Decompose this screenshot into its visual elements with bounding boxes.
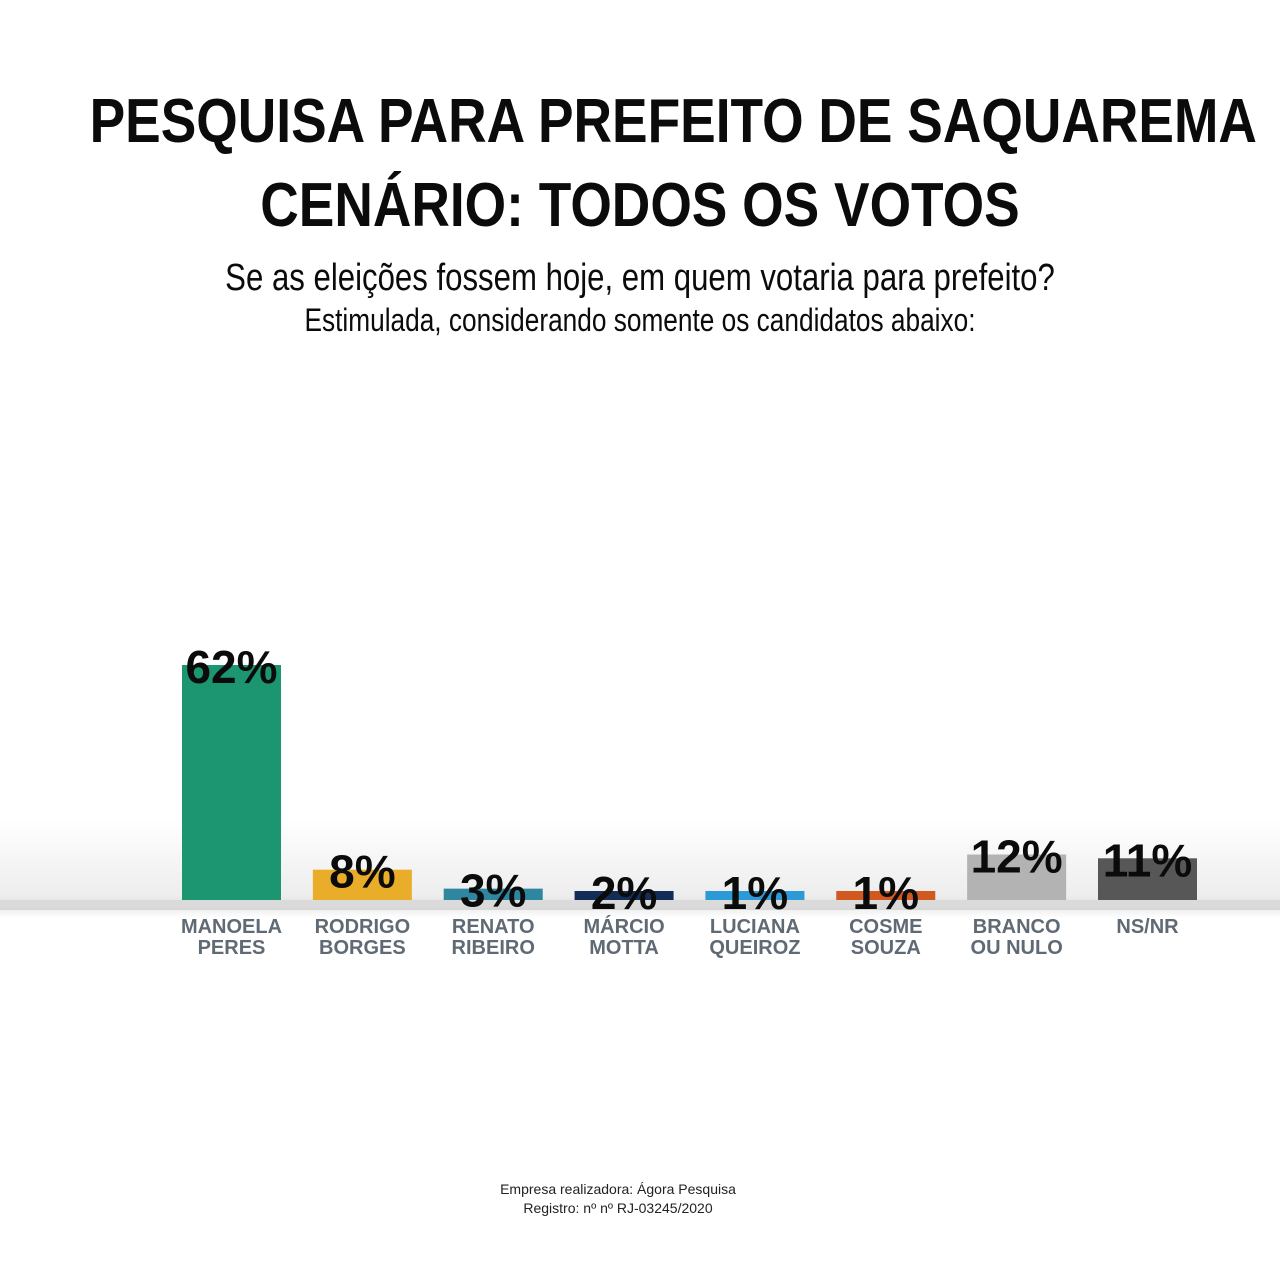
category-label-0-0: MANOELA [181,916,282,938]
category-label-5-1: SOUZA [851,937,921,959]
chart-footer: Empresa realizadora: Ágora Pesquisa Regi… [0,1180,1236,1218]
category-label-6-0: BRANCO [973,916,1061,938]
bar-7 [1098,858,1197,900]
bar-3 [574,891,674,900]
bar-2 [443,888,543,900]
bar-value-label-7: 11% [1103,834,1193,886]
bar-1 [312,869,412,900]
category-label-7-0: NS/NR [1116,916,1179,938]
category-label-4-1: QUEIROZ [709,937,800,959]
bar-value-label-4: 1% [722,867,788,919]
chart-subtitle: CENÁRIO: TODOS OS VOTOS [260,171,1020,240]
chart-header: PESQUISA PARA PREFEITO DE SAQUAREMA CENÁ… [0,80,1280,340]
baseline-shadow-below [0,900,1280,918]
category-label-2-0: RENATO [452,916,535,938]
category-label-2-1: RIBEIRO [452,937,535,959]
category-label-5-0: COSME [849,916,922,938]
bar-value-label-1: 8% [329,846,395,898]
category-label-3-1: MOTTA [589,937,659,959]
bar-value-label-5: 1% [853,867,919,919]
footer-registry: Registro: nº nº RJ-03245/2020 [523,1200,713,1216]
category-label-3-0: MÁRCIO [584,915,665,938]
category-label-1-1: BORGES [319,937,406,959]
bar-value-label-3: 2% [591,867,657,919]
footer-company: Empresa realizadora: Ágora Pesquisa [500,1181,736,1197]
bar-6 [967,854,1067,900]
category-label-6-1: OU NULO [971,937,1063,959]
bar-4 [705,891,805,900]
category-label-1-0: RODRIGO [315,916,411,938]
bar-value-label-6: 12% [971,831,1063,883]
bar-5 [836,891,936,900]
survey-question: Se as eleições fossem hoje, em quem vota… [225,257,1055,299]
survey-note: Estimulada, considerando somente os cand… [304,302,976,338]
category-label-0-1: PERES [198,937,266,959]
category-label-4-0: LUCIANA [710,916,800,938]
bar-0 [182,665,281,900]
bar-value-label-0: 62% [185,641,277,693]
chart-title: PESQUISA PARA PREFEITO DE SAQUAREMA [89,87,1257,156]
bar-value-label-2: 3% [460,865,526,917]
